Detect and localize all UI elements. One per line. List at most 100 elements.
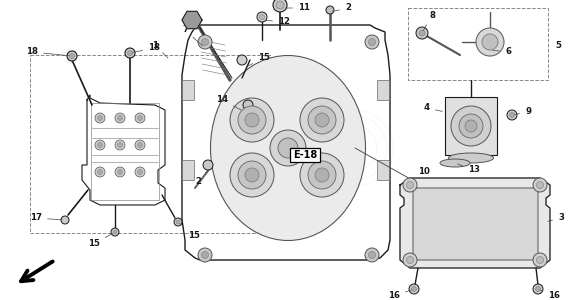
Circle shape xyxy=(238,106,266,134)
Circle shape xyxy=(308,106,336,134)
Circle shape xyxy=(98,142,102,148)
Circle shape xyxy=(95,113,105,123)
Circle shape xyxy=(406,182,413,188)
Circle shape xyxy=(365,248,379,262)
Circle shape xyxy=(315,168,329,182)
Circle shape xyxy=(238,161,266,189)
Circle shape xyxy=(237,55,247,65)
Text: 8: 8 xyxy=(423,11,435,31)
Circle shape xyxy=(117,116,123,121)
Circle shape xyxy=(202,38,209,46)
Circle shape xyxy=(260,14,265,20)
Circle shape xyxy=(111,228,119,236)
Text: 11: 11 xyxy=(283,4,310,13)
FancyBboxPatch shape xyxy=(413,188,538,260)
Circle shape xyxy=(416,27,428,39)
Circle shape xyxy=(138,116,143,121)
Bar xyxy=(377,80,389,100)
Circle shape xyxy=(138,142,143,148)
Circle shape xyxy=(369,38,376,46)
Bar xyxy=(377,160,389,180)
Bar xyxy=(445,97,497,155)
Text: 10: 10 xyxy=(412,167,430,183)
Circle shape xyxy=(230,98,274,142)
Circle shape xyxy=(198,35,212,49)
Circle shape xyxy=(128,50,132,56)
Circle shape xyxy=(509,112,514,118)
Circle shape xyxy=(403,253,417,267)
Circle shape xyxy=(533,178,547,192)
Circle shape xyxy=(67,51,77,61)
Circle shape xyxy=(245,168,259,182)
Circle shape xyxy=(406,256,413,263)
Circle shape xyxy=(69,53,75,58)
Circle shape xyxy=(176,220,180,224)
Bar xyxy=(91,103,159,200)
Circle shape xyxy=(61,216,69,224)
Text: 16: 16 xyxy=(540,290,560,300)
Circle shape xyxy=(95,167,105,177)
Circle shape xyxy=(273,0,287,12)
Circle shape xyxy=(536,256,543,263)
Circle shape xyxy=(115,140,125,150)
Circle shape xyxy=(98,116,102,121)
Ellipse shape xyxy=(449,153,494,163)
Text: 17: 17 xyxy=(30,214,62,223)
Circle shape xyxy=(300,153,344,197)
Text: 9: 9 xyxy=(515,107,531,116)
Ellipse shape xyxy=(440,159,470,167)
Circle shape xyxy=(202,251,209,259)
Polygon shape xyxy=(400,178,550,268)
Text: 6: 6 xyxy=(493,47,511,56)
Text: 1: 1 xyxy=(152,40,168,58)
Bar xyxy=(408,8,548,80)
Circle shape xyxy=(533,284,543,294)
Circle shape xyxy=(315,113,329,127)
Circle shape xyxy=(276,1,284,9)
Circle shape xyxy=(482,34,498,50)
Circle shape xyxy=(198,248,212,262)
Circle shape xyxy=(419,30,425,36)
Circle shape xyxy=(536,182,543,188)
Text: 5: 5 xyxy=(555,40,561,50)
Text: 15: 15 xyxy=(180,224,200,239)
Circle shape xyxy=(270,130,306,166)
Circle shape xyxy=(135,113,145,123)
Circle shape xyxy=(95,140,105,150)
Circle shape xyxy=(409,284,419,294)
Circle shape xyxy=(507,110,517,120)
Circle shape xyxy=(535,286,540,292)
Circle shape xyxy=(451,106,491,146)
Circle shape xyxy=(113,230,117,234)
Text: 4: 4 xyxy=(424,103,442,112)
Circle shape xyxy=(135,167,145,177)
Text: 14: 14 xyxy=(216,95,243,111)
Circle shape xyxy=(174,218,182,226)
Circle shape xyxy=(115,167,125,177)
Text: 3: 3 xyxy=(548,214,564,223)
Circle shape xyxy=(459,114,483,138)
Circle shape xyxy=(533,253,547,267)
Circle shape xyxy=(369,251,376,259)
Circle shape xyxy=(326,6,334,14)
Text: partseurika: partseurika xyxy=(250,150,350,190)
Circle shape xyxy=(257,12,267,22)
Text: 18: 18 xyxy=(26,47,69,56)
Bar xyxy=(182,80,194,100)
Circle shape xyxy=(365,35,379,49)
Text: 12: 12 xyxy=(265,17,290,26)
Text: 7: 7 xyxy=(182,26,203,46)
Circle shape xyxy=(465,120,477,132)
Circle shape xyxy=(115,113,125,123)
Bar xyxy=(182,160,194,180)
Circle shape xyxy=(403,178,417,192)
Text: 15: 15 xyxy=(88,233,113,248)
Circle shape xyxy=(278,138,298,158)
Text: 2: 2 xyxy=(195,170,208,187)
Circle shape xyxy=(135,140,145,150)
Circle shape xyxy=(138,169,143,175)
Circle shape xyxy=(308,161,336,189)
Circle shape xyxy=(243,100,253,110)
Bar xyxy=(30,55,270,233)
Circle shape xyxy=(476,28,504,56)
